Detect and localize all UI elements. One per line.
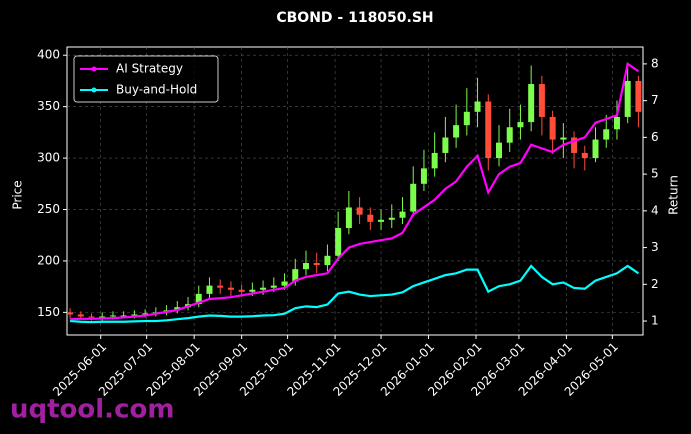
y-tick-label: 200 bbox=[37, 253, 60, 267]
y-tick-label: 250 bbox=[37, 202, 60, 216]
candle-body bbox=[613, 116, 620, 130]
candle-body bbox=[313, 263, 320, 266]
candle-body bbox=[120, 315, 127, 317]
candle-body bbox=[517, 122, 524, 128]
candle-body bbox=[99, 316, 106, 318]
candle-body bbox=[281, 281, 288, 286]
legend-label: AI Strategy bbox=[116, 62, 183, 76]
candle-body bbox=[388, 217, 395, 220]
candle-body bbox=[88, 316, 95, 318]
candle-body bbox=[474, 101, 481, 112]
candle-body bbox=[528, 84, 535, 123]
candle-body bbox=[345, 207, 352, 229]
candle-body bbox=[420, 168, 427, 184]
candle-body bbox=[624, 80, 631, 117]
legend-marker bbox=[91, 66, 97, 72]
candle-body bbox=[549, 116, 556, 140]
candle-body bbox=[67, 312, 74, 315]
candle-body bbox=[260, 287, 267, 290]
candle-body bbox=[496, 142, 502, 159]
candle-body bbox=[453, 125, 460, 138]
candle-body bbox=[292, 269, 299, 282]
y-tick-label: 350 bbox=[37, 99, 60, 113]
candle-body bbox=[335, 228, 342, 256]
candle-body bbox=[270, 285, 277, 288]
candle-body bbox=[560, 137, 567, 140]
y-axis-label: Price bbox=[11, 180, 25, 209]
candle-body bbox=[131, 314, 138, 316]
candle-body bbox=[249, 289, 256, 292]
candle-body bbox=[442, 137, 449, 153]
candle-body bbox=[431, 152, 438, 169]
candle-body bbox=[142, 313, 149, 315]
candle-body bbox=[571, 137, 578, 153]
y2-tick-label: 2 bbox=[651, 277, 659, 291]
plot-frame bbox=[66, 46, 644, 336]
candle-body bbox=[206, 285, 213, 294]
legend-box bbox=[73, 55, 219, 103]
y-tick-label: 300 bbox=[37, 151, 60, 165]
candle-body bbox=[238, 289, 245, 292]
candle-body bbox=[592, 139, 599, 159]
y-tick-label: 150 bbox=[37, 305, 60, 319]
candle-body bbox=[227, 287, 234, 290]
candle-body bbox=[506, 127, 513, 143]
candle-body bbox=[378, 219, 385, 222]
y2-tick-label: 6 bbox=[651, 130, 659, 144]
candle-body bbox=[538, 84, 545, 117]
candle-body bbox=[324, 255, 331, 266]
candle-body bbox=[302, 263, 309, 270]
legend-marker bbox=[91, 87, 97, 93]
candle-body bbox=[217, 285, 224, 288]
watermark: uqtool.com bbox=[10, 395, 174, 425]
candle-body bbox=[485, 101, 492, 159]
chart-title: CBOND - 118050.SH bbox=[276, 10, 433, 26]
y2-tick-label: 3 bbox=[651, 240, 659, 254]
y2-tick-label: 8 bbox=[651, 56, 659, 70]
series-line bbox=[69, 264, 640, 324]
candle-body bbox=[581, 152, 588, 159]
candle-body bbox=[109, 315, 116, 317]
candle-body bbox=[463, 111, 470, 126]
candle-body bbox=[174, 307, 181, 311]
legend-label: Buy-and-Hold bbox=[116, 83, 197, 97]
candle-body bbox=[356, 207, 363, 215]
candle-body bbox=[77, 314, 84, 317]
y2-axis-label: Return bbox=[667, 175, 681, 215]
candle-body bbox=[195, 293, 202, 305]
candle-body bbox=[635, 80, 642, 112]
candle-body bbox=[603, 129, 610, 140]
candle-body bbox=[399, 211, 406, 218]
y2-tick-label: 7 bbox=[651, 93, 659, 107]
y2-tick-label: 5 bbox=[651, 167, 659, 181]
y2-tick-label: 4 bbox=[651, 203, 659, 217]
candle-body bbox=[410, 183, 417, 212]
candle-body bbox=[367, 214, 374, 222]
y2-tick-label: 1 bbox=[651, 314, 659, 328]
series-line bbox=[70, 62, 640, 321]
y-tick-label: 400 bbox=[37, 48, 60, 62]
